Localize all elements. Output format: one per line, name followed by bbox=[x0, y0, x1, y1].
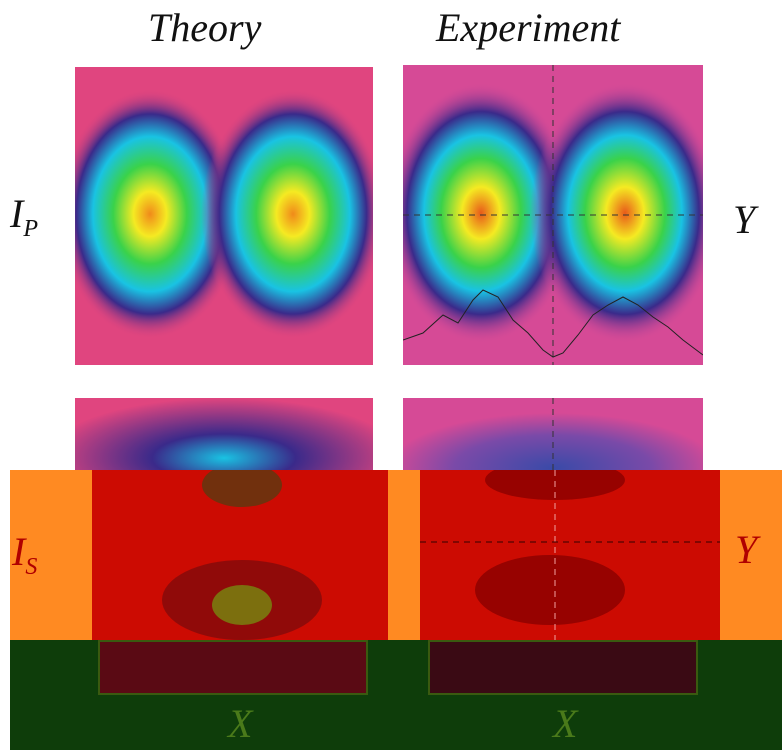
theory-bottom-remnant bbox=[98, 640, 368, 695]
red-overlay-experiment bbox=[420, 470, 720, 648]
row-label-is: IS bbox=[12, 528, 37, 581]
theory-ip-panel bbox=[75, 67, 373, 365]
x-label-experiment: X bbox=[553, 701, 578, 746]
right-label-y-top: Y bbox=[733, 197, 756, 242]
red-overlay-theory bbox=[92, 470, 388, 648]
is-label-main: I bbox=[12, 529, 26, 574]
experiment-ip-panel bbox=[403, 65, 703, 365]
ip-label-sub: P bbox=[23, 216, 38, 242]
row-label-ip: IP bbox=[10, 190, 38, 243]
theory-title: Theory bbox=[148, 5, 262, 50]
x-label-theory: X bbox=[228, 701, 253, 746]
ip-label-main: I bbox=[10, 191, 24, 236]
is-label-sub: S bbox=[25, 554, 38, 580]
experiment-bottom-remnant bbox=[428, 640, 698, 695]
right-label-y-bottom: Y bbox=[735, 527, 758, 572]
experiment-title: Experiment bbox=[436, 5, 621, 50]
